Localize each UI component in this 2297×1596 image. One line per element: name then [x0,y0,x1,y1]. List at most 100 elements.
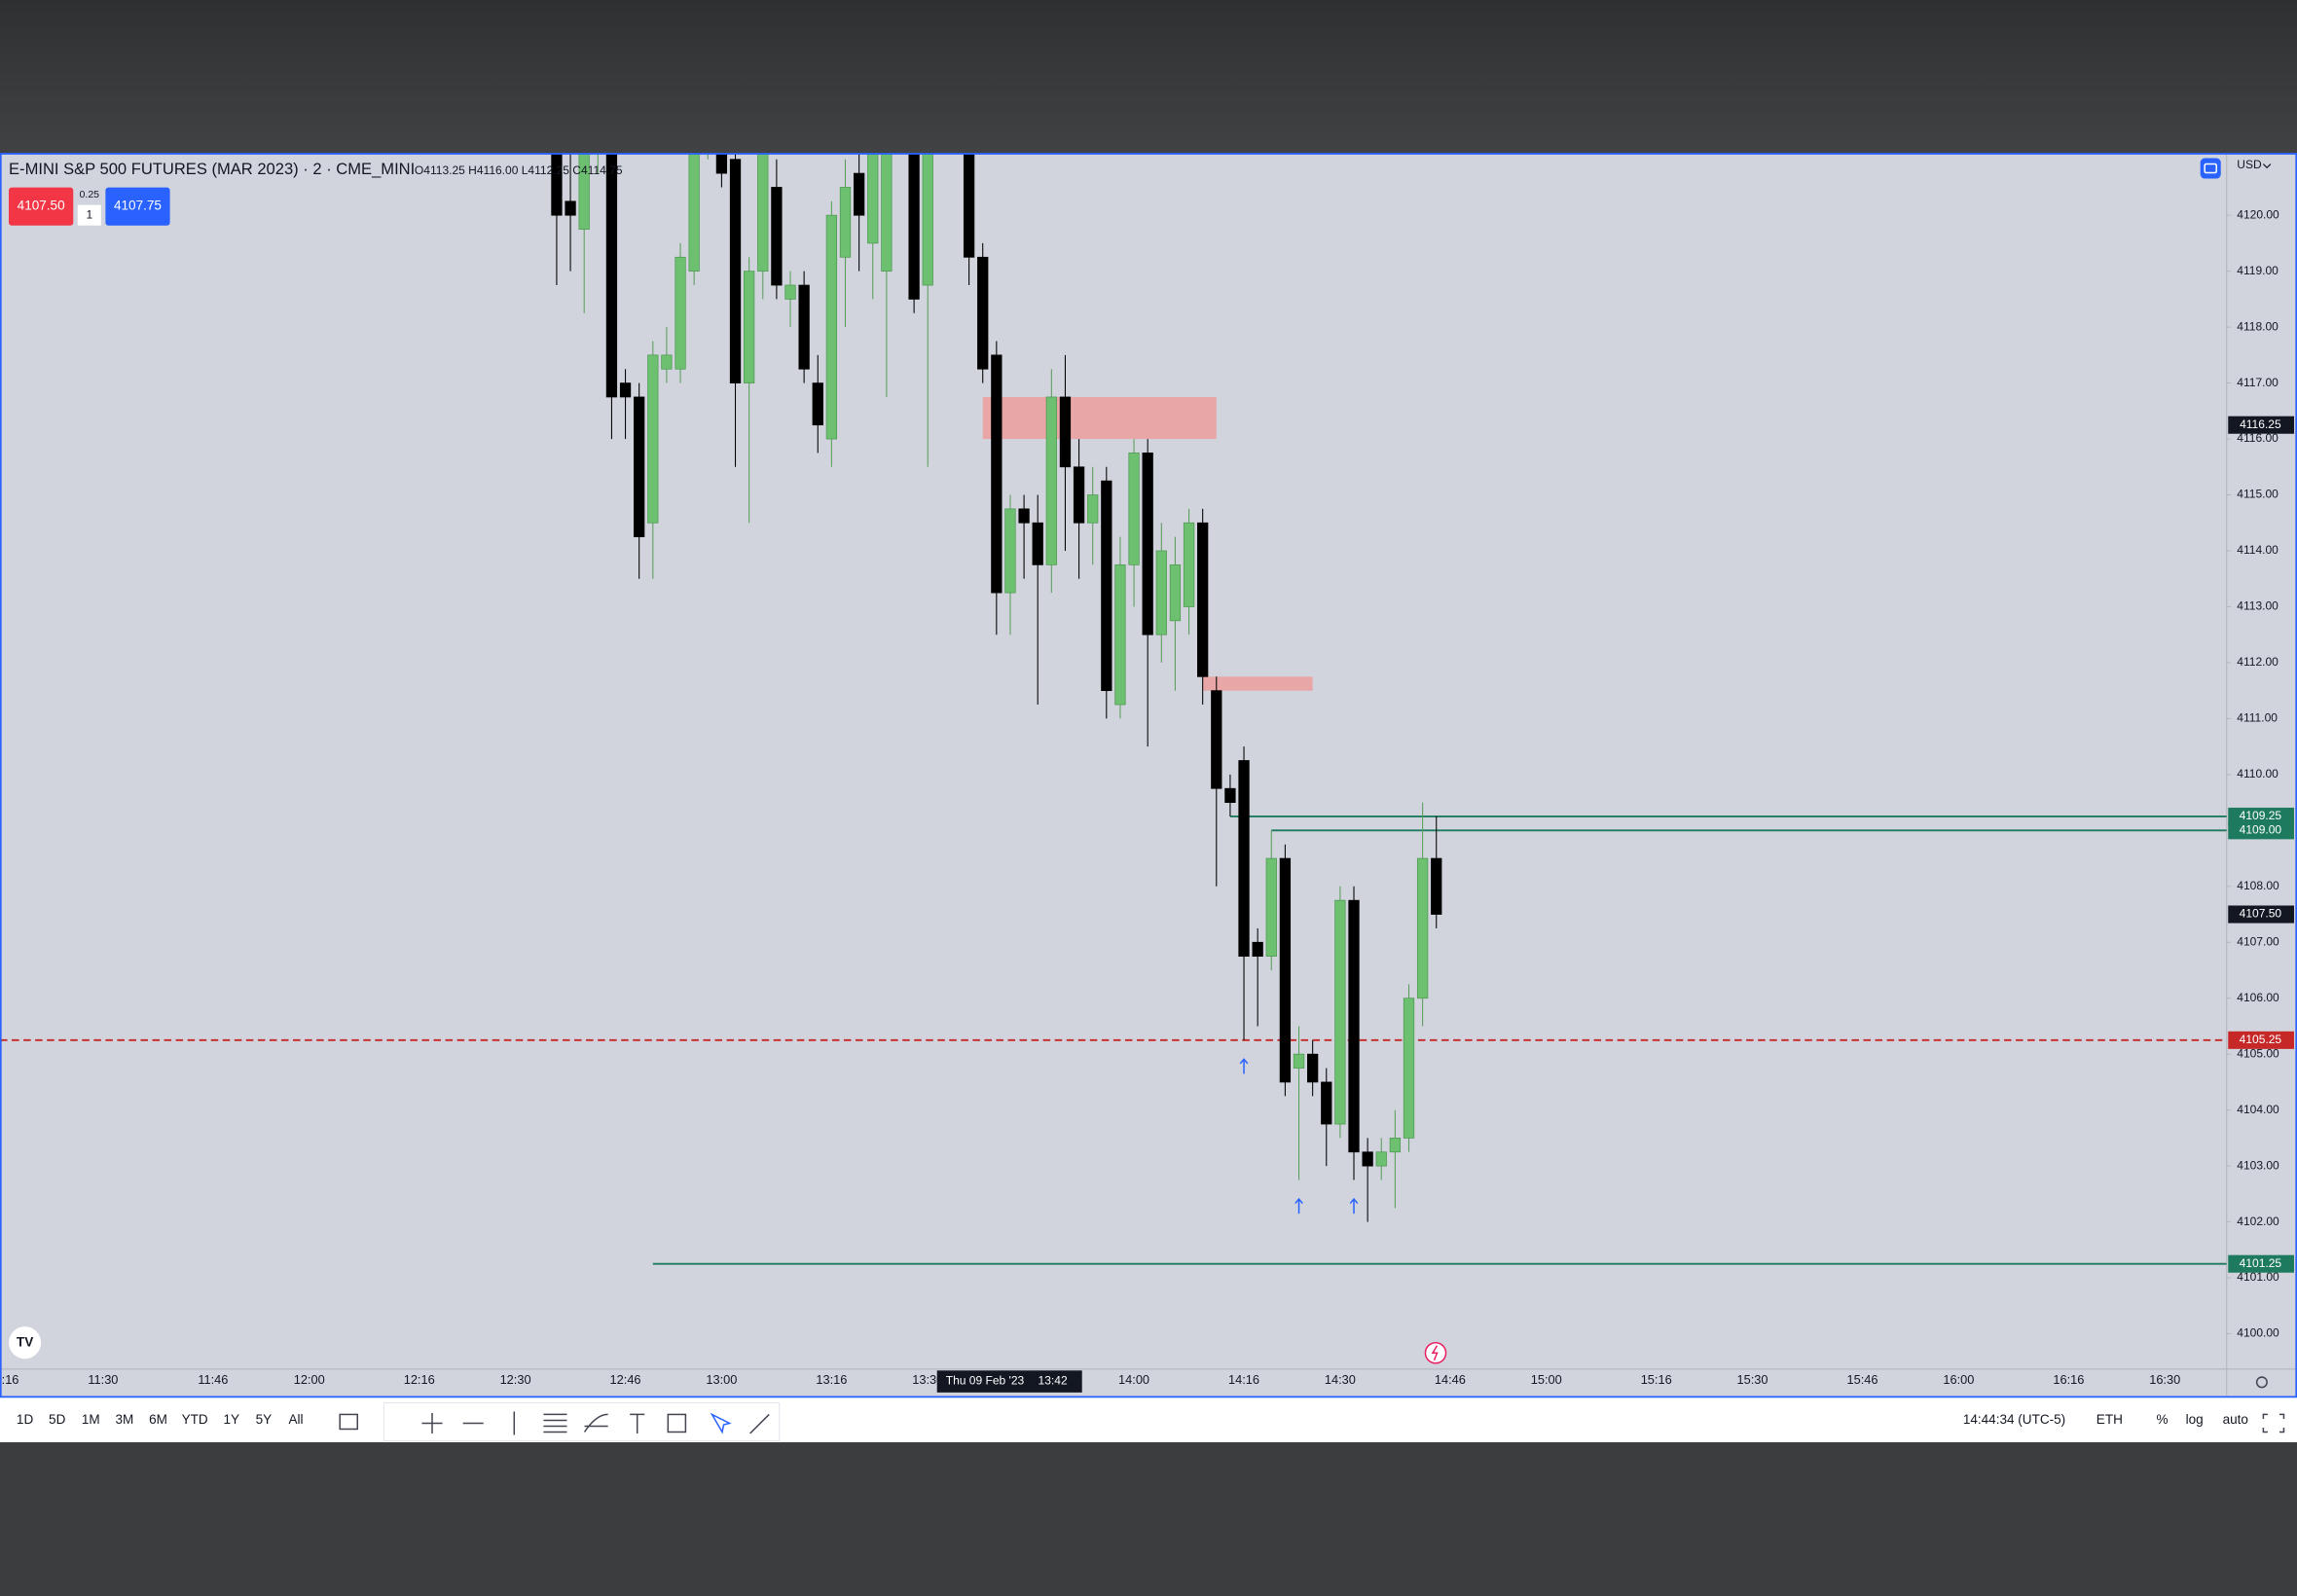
currency[interactable]: USD [2237,158,2262,171]
candle-body [1114,563,1126,706]
text-tool[interactable] [630,1413,645,1433]
y-tick-label: 4116.00 [2237,431,2279,445]
price-label: 4101.25 [2240,1256,2282,1270]
sell-button[interactable] [9,187,74,226]
candle-body [812,382,823,426]
range-button[interactable]: All [289,1412,304,1427]
candle-body [771,187,783,286]
x-tick-label: 15:46 [1847,1372,1878,1387]
log-button[interactable]: log [2186,1412,2204,1427]
candle-body [647,354,659,524]
range-button[interactable]: 1D [17,1412,34,1427]
quantity-box[interactable] [77,204,101,226]
range-button[interactable]: 1Y [224,1412,240,1427]
candle-body [1169,563,1182,622]
candle-body [1403,998,1415,1139]
y-tick-label: 4107.00 [2237,934,2279,948]
x-tick-label: 14:30 [1325,1372,1356,1387]
crosshair-date: Thu 09 Feb '23 [946,1374,1025,1388]
shape-tool[interactable] [667,1413,687,1433]
sync-icon[interactable] [2200,158,2221,179]
candle-body [1375,1151,1387,1167]
candle-body [1101,480,1112,692]
x-tick-label: 11:46 [198,1372,228,1387]
candle-body [1362,1151,1373,1167]
price-label-box [2228,821,2294,840]
drawing-tool-icons [339,1376,2285,1435]
pointer-tool[interactable] [710,1412,732,1434]
percent-button[interactable]: % [2157,1412,2169,1427]
drawing-tools [383,1401,781,1441]
symbol-title: E-MINI S&P 500 FUTURES (MAR 2023) · 2 · … [9,160,415,178]
event-glyph [1431,1345,1439,1361]
candle-body [565,200,576,216]
candle-body [1087,494,1099,524]
candle-body [1321,1081,1332,1125]
x-tick-label: 12:16 [404,1372,435,1387]
pitchfork-tool[interactable] [583,1413,608,1433]
logo-badge[interactable] [9,1326,42,1360]
candle-body [1334,899,1346,1125]
range-button[interactable]: YTD [182,1412,208,1427]
sell-price[interactable]: 4107.50 [18,199,65,213]
fib-tool[interactable] [543,1413,567,1433]
range-button[interactable]: 6M [149,1412,167,1427]
x-tick-label: 12:30 [500,1372,531,1387]
x-tick-label: 15:30 [1737,1372,1768,1387]
candle-body [839,187,852,258]
logo: TV [17,1334,33,1349]
candle-body [825,214,838,440]
x-tick-label: 16:30 [2149,1372,2180,1387]
price-label: 4105.25 [2240,1033,2282,1046]
candle-body [688,153,700,272]
compare-icon[interactable] [339,1413,358,1431]
crosshair-tool[interactable] [421,1412,443,1433]
candle-body [757,153,769,272]
range-button[interactable]: 1M [82,1412,100,1427]
candle-body [1265,857,1277,958]
range-button[interactable]: 3M [116,1412,134,1427]
y-tick-label: 4103.00 [2237,1158,2279,1172]
candle-body [1004,508,1016,594]
fullscreen-icon[interactable] [2262,1413,2285,1433]
candle-body [1183,522,1195,607]
candle-body [551,153,563,216]
axes: 4100.00 4101.00 4102.00 4103.00 4104.00 4105.… [2,207,2294,1393]
candle-body [1211,690,1222,789]
candle-body [1416,857,1429,999]
range-button[interactable]: 5Y [256,1412,273,1427]
candle-body [1348,899,1360,1153]
toolbar-items: 1D 5D 1M 3M 6M YTD 1Y 5Y All 14:44:34 (UTC-5) ETH%… [17,1412,2248,1427]
candle-body [798,284,810,370]
bottom-backdrop [0,1442,2297,1596]
candle-body [1389,1138,1402,1153]
candle-body [1018,508,1030,524]
buy-button[interactable] [105,187,170,226]
crosshair-time-box [936,1370,1082,1393]
x-tick-label: 16:00 [1943,1372,1974,1387]
range-button[interactable]: 5D [49,1412,66,1427]
y-tick-label: 4113.00 [2237,599,2279,613]
crosshair-time: 13:42 [1039,1374,1068,1388]
candle-body [908,153,920,300]
y-tick-label: 4102.00 [2237,1215,2279,1228]
y-tick-label: 4108.00 [2237,879,2279,892]
settings-icon[interactable] [2255,1376,2268,1389]
y-tick-label: 4111.00 [2237,711,2278,725]
price-label-box [2228,1031,2294,1049]
session-button[interactable]: ETH [2096,1412,2123,1427]
buy-price[interactable]: 4107.75 [114,199,162,213]
candle-body [922,153,933,286]
candle-body [675,256,686,370]
quantity[interactable]: 1 [86,207,92,221]
y-tick-label: 4110.00 [2237,767,2279,780]
auto-button[interactable]: auto [2223,1412,2248,1427]
x-tick-label: 11:30 [88,1372,118,1387]
trendline-tool[interactable] [749,1413,770,1434]
candle-body [1032,522,1043,565]
y-tick-label: 4106.00 [2237,991,2279,1004]
candle-body [853,172,865,216]
candle-body [715,153,728,174]
